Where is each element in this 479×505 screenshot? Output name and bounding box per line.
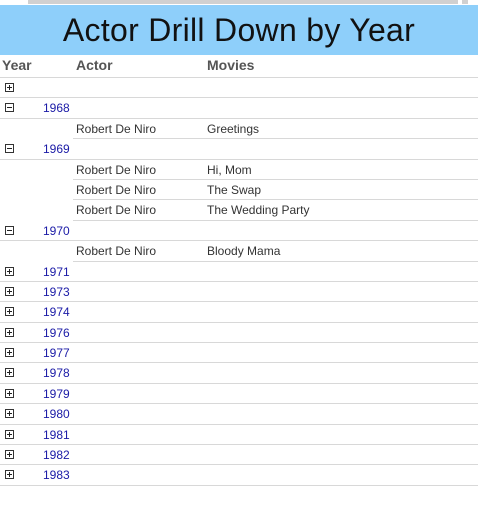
actor-cell: Robert De Niro [76,121,157,136]
top-strip-segment [28,0,458,4]
movie-cell: Bloody Mama [207,244,281,259]
column-header-row: Year Actor Movies [0,55,478,78]
group-year[interactable]: 1971 [43,264,70,279]
expand-icon[interactable] [5,307,14,317]
detail-row: Robert De Niro Hi, Mom [0,160,478,181]
top-strip [0,0,479,5]
group-row[interactable]: 1969 [0,139,478,160]
movie-cell: The Swap [207,182,262,197]
group-year[interactable]: 1974 [43,305,70,320]
group-row[interactable]: 1968 [0,98,478,119]
group-row[interactable] [0,78,478,99]
expand-icon[interactable] [5,429,14,439]
group-row[interactable]: 1981 [0,425,478,446]
movie-cell: The Wedding Party [207,203,310,218]
group-year[interactable]: 1977 [43,346,70,361]
expand-icon[interactable] [5,327,14,337]
expand-icon[interactable] [5,450,14,460]
group-row[interactable]: 1980 [0,404,478,425]
expand-icon[interactable] [5,409,14,419]
movie-cell: Greetings [207,121,260,136]
group-row[interactable]: 1979 [0,384,478,405]
group-year[interactable]: 1969 [43,142,70,157]
expand-icon[interactable] [5,388,14,398]
group-row[interactable]: 1983 [0,465,478,486]
actor-cell: Robert De Niro [76,182,157,197]
detail-row: Robert De Niro The Swap [0,180,478,201]
group-year[interactable]: 1981 [43,427,70,442]
actor-cell: Robert De Niro [76,244,157,259]
group-year[interactable]: 1968 [43,101,70,116]
collapse-icon[interactable] [5,225,14,235]
group-year[interactable]: 1978 [43,366,70,381]
group-row[interactable]: 1973 [0,282,478,303]
actor-cell: Robert De Niro [76,162,157,177]
column-header-year[interactable]: Year [2,57,32,73]
group-row[interactable]: 1970 [0,221,478,242]
group-row[interactable]: 1976 [0,323,478,344]
group-year[interactable]: 1980 [43,407,70,422]
group-year[interactable]: 1970 [43,223,70,238]
group-row[interactable]: 1982 [0,445,478,466]
collapse-icon[interactable] [5,144,14,154]
group-year[interactable]: 1982 [43,448,70,463]
top-strip-segment [462,0,468,4]
group-year[interactable]: 1979 [43,386,70,401]
expand-icon[interactable] [5,470,14,480]
group-row[interactable]: 1974 [0,302,478,323]
expand-icon[interactable] [5,266,14,276]
group-year[interactable]: 1983 [43,468,70,483]
expand-icon[interactable] [5,83,14,92]
detail-row: Robert De Niro Greetings [0,119,478,140]
group-row[interactable]: 1978 [0,363,478,384]
drilldown-table: 1968 Robert De Niro Greetings 1969 Robert De… [0,78,478,486]
column-header-movies[interactable]: Movies [207,57,255,73]
group-year[interactable]: 1976 [43,325,70,340]
report-title: Actor Drill Down by Year [0,5,478,55]
group-year[interactable]: 1973 [43,284,70,299]
detail-row: Robert De Niro The Wedding Party [0,200,478,222]
group-row[interactable]: 1971 [0,262,478,282]
movie-cell: Hi, Mom [207,162,252,177]
actor-cell: Robert De Niro [76,203,157,218]
expand-icon[interactable] [5,286,14,296]
expand-icon[interactable] [5,368,14,378]
expand-icon[interactable] [5,348,14,358]
group-row[interactable]: 1977 [0,343,478,364]
column-header-actor[interactable]: Actor [76,57,113,73]
detail-row: Robert De Niro Bloody Mama [0,241,478,262]
collapse-icon[interactable] [5,103,14,113]
